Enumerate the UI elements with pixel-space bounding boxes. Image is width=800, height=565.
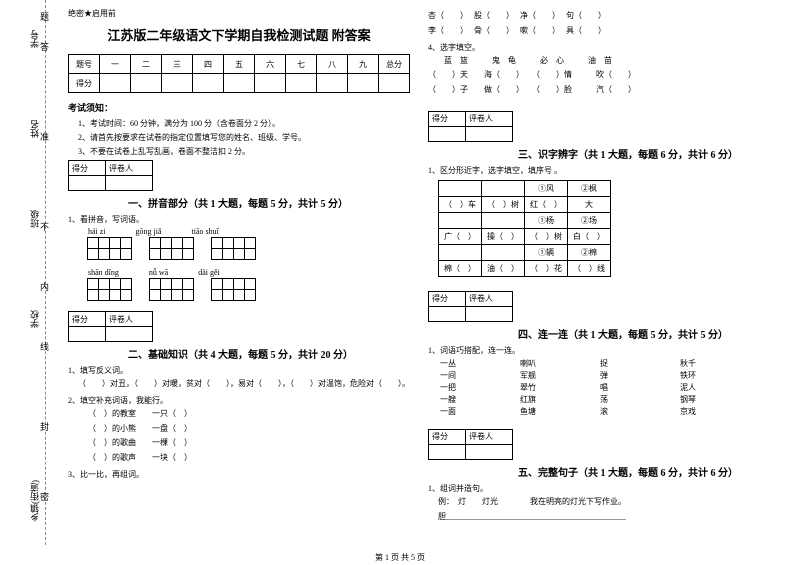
q2-1-line: （ ）对丑，（ ）对暖，贫对（ ），易对（ ），（ ）对温饱，危险对（ ）。 <box>78 378 410 391</box>
m4a: 得分 <box>429 291 466 306</box>
section-2-title: 二、基础知识（共 4 大题，每题 5 分，共计 20 分） <box>128 346 410 361</box>
m3a: 得分 <box>429 111 466 126</box>
grid-6 <box>212 279 256 301</box>
char-table: ①风②枫 （ ）车（ ）树红（ ）大 ①杨②场 广（ ）操（ ）（ ）树白（ ）… <box>438 180 611 277</box>
sub-feng: 封 <box>40 420 49 433</box>
q1: 1、看拼音，写词语。 <box>68 214 410 225</box>
q4r2: （ ）子 做（ ） （ ）脸 汽（ ） <box>428 84 770 97</box>
sh-0: 题号 <box>69 55 100 74</box>
sh-4: 四 <box>193 55 224 74</box>
grid-2 <box>150 238 194 260</box>
right-column: 杏（ ） 股（ ） 净（ ） 句（ ） 李（ ） 骨（ ） 嗽（ ） 具（ ） … <box>416 0 776 545</box>
py3: tiāo shuǐ <box>192 227 219 236</box>
secret-label: 绝密★启用前 <box>68 8 410 19</box>
notice-3: 3、不要在试卷上乱写乱画，卷面不整洁扣 2 分。 <box>78 146 410 157</box>
mini-score-3: 得分评卷人 <box>428 111 513 142</box>
m5b: 评卷人 <box>466 429 513 444</box>
score-row-label: 得分 <box>69 74 100 93</box>
m2b: 评卷人 <box>106 312 153 327</box>
score-table: 题号 一 二 三 四 五 六 七 八 九 总分 得分 <box>68 54 410 93</box>
page-footer: 第 1 页 共 5 页 <box>0 552 800 563</box>
q4-1: 1、词语巧搭配，连一连。 <box>428 345 770 356</box>
left-column: 绝密★启用前 江苏版二年级语文下学期自我检测试题 附答案 题号 一 二 三 四 … <box>56 0 416 545</box>
sub-mi: 密 <box>40 490 49 503</box>
m4b: 评卷人 <box>466 291 513 306</box>
q3-1: 1、区分形近字，选字填空，填序号 。 <box>428 165 770 176</box>
py4: shān dǐng <box>88 268 119 277</box>
q2-3: 3、比一比，再组词。 <box>68 469 410 480</box>
section-1-title: 一、拼音部分（共 1 大题，每题 5 分，共计 5 分） <box>128 195 410 210</box>
py1: hái zi <box>88 227 106 236</box>
mini-score-4: 得分评卷人 <box>428 291 513 322</box>
dash-ti: 题 <box>40 10 49 23</box>
q5-line: 例： 灯 灯光 我在明亮的灯光下写作业。 <box>438 496 770 509</box>
q5-1: 1、组词并造句。 <box>428 483 770 494</box>
grid-4 <box>88 279 132 301</box>
sh-1: 一 <box>100 55 131 74</box>
tc2: 李（ ） 骨（ ） 嗽（ ） 具（ ） <box>428 25 770 38</box>
q22r3: （ ）的歌声 一块（ ） <box>88 452 410 465</box>
sh-7: 七 <box>286 55 317 74</box>
notice-heading: 考试须知： <box>68 101 410 114</box>
grid-5 <box>150 279 194 301</box>
sub-nei: 内 <box>40 280 49 293</box>
sh-6: 六 <box>255 55 286 74</box>
mini-score-5: 得分评卷人 <box>428 429 513 460</box>
py6: dài gěi <box>198 268 220 277</box>
pinyin-row-2: shān dǐng nǚ wā dài gěi <box>88 268 410 277</box>
sh-5: 五 <box>224 55 255 74</box>
binding-margin: 学号 姓名 班级 学校 乡镇(街道) 题 答 准 不 内 线 封 密 <box>0 0 56 545</box>
mini-score-2: 得分评卷人 <box>68 311 153 342</box>
section-4-title: 四、连一连（共 1 大题，每题 5 分，共计 5 分） <box>518 326 770 341</box>
section-5-title: 五、完整句子（共 1 大题，每题 6 分，共计 6 分） <box>518 464 770 479</box>
sh-2: 二 <box>131 55 162 74</box>
sh-8: 八 <box>317 55 348 74</box>
sh-3: 三 <box>162 55 193 74</box>
q5-blank: 胆_______________________________________… <box>438 511 770 524</box>
sh-9: 九 <box>348 55 379 74</box>
q22r1: （ ）的小熊 一盘（ ） <box>88 423 410 436</box>
m3b: 评卷人 <box>466 111 513 126</box>
grid-3 <box>212 238 256 260</box>
sub-da: 答 <box>40 40 49 53</box>
sub-bu: 不 <box>40 220 49 233</box>
dash-line <box>45 0 46 545</box>
sub-xian: 线 <box>40 340 49 353</box>
page-title: 江苏版二年级语文下学期自我检测试题 附答案 <box>68 25 410 44</box>
margin-xuexiao: 学校 <box>28 310 41 328</box>
q4: 4、选字填空。 <box>428 42 770 53</box>
grid-row-2 <box>88 279 410 301</box>
section-3-title: 三、识字辨字（共 1 大题，每题 6 分，共计 6 分） <box>518 146 770 161</box>
q2-2: 2、填空补充词语，我能行。 <box>68 395 410 406</box>
m2a: 得分 <box>69 312 106 327</box>
mini-score-1: 得分评卷人 <box>68 160 153 191</box>
notice-2: 2、请首先按要求在试卷的指定位置填写您的姓名、班级、学号。 <box>78 132 410 143</box>
grid-row-1 <box>88 238 410 260</box>
grid-1 <box>88 238 132 260</box>
m1b: 评卷人 <box>106 161 153 176</box>
py2: gōng jiǎ <box>136 227 162 236</box>
pinyin-row-1: hái zi gōng jiǎ tiāo shuǐ <box>88 227 410 236</box>
tc1: 杏（ ） 股（ ） 净（ ） 句（ ） <box>428 10 770 23</box>
sh-10: 总分 <box>379 55 410 74</box>
notice-1: 1、考试时间：60 分钟，满分为 100 分（含卷面分 2 分）。 <box>78 118 410 129</box>
py5: nǚ wā <box>149 268 168 277</box>
q2-1: 1、填写反义词。 <box>68 365 410 376</box>
m5a: 得分 <box>429 429 466 444</box>
m1a: 得分 <box>69 161 106 176</box>
q4r0: 蓝 篮 鬼 龟 必 心 油 苗 <box>428 55 770 68</box>
sub-zhun: 准 <box>40 130 49 143</box>
lian-block: 一丛喇叭捉秋千 一间军舰弹铁环 一把翠竹唱泥人 一艘红旗荡钢琴 一面鱼塘滚京戏 <box>440 358 770 417</box>
q22r2: （ ）的歌曲 一棵（ ） <box>88 437 410 450</box>
q22r0: （ ）的教室 一只（ ） <box>88 408 410 421</box>
q4r1: （ ）天 海（ ） （ ）情 吹（ ） <box>428 69 770 82</box>
